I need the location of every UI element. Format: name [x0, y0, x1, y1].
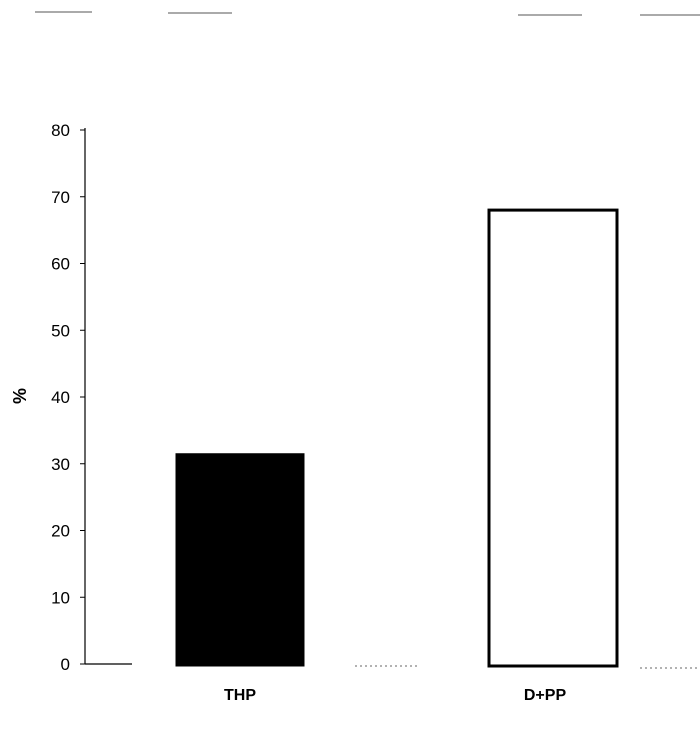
y-tick-label: 80 — [51, 121, 70, 140]
y-tick-label: 20 — [51, 522, 70, 541]
bar-thp — [175, 453, 305, 667]
x-category-label: THP — [224, 687, 256, 704]
y-tick-label: 70 — [51, 188, 70, 207]
bar-d-pp — [487, 208, 619, 668]
y-tick-label: 0 — [61, 655, 70, 674]
y-tick-label: 50 — [51, 321, 70, 340]
y-axis-title: % — [10, 388, 30, 404]
y-tick-label: 60 — [51, 255, 70, 274]
y-tick-label: 40 — [51, 388, 70, 407]
y-axis: 0 10 20 30 40 50 60 70 80 — [51, 121, 86, 674]
y-tick-label: 30 — [51, 455, 70, 474]
x-category-label: D+PP — [524, 687, 567, 704]
bars — [175, 208, 619, 668]
top-edge-marks — [35, 11, 700, 16]
x-axis: THP D+PP — [85, 663, 700, 704]
y-tick-label: 10 — [51, 588, 70, 607]
